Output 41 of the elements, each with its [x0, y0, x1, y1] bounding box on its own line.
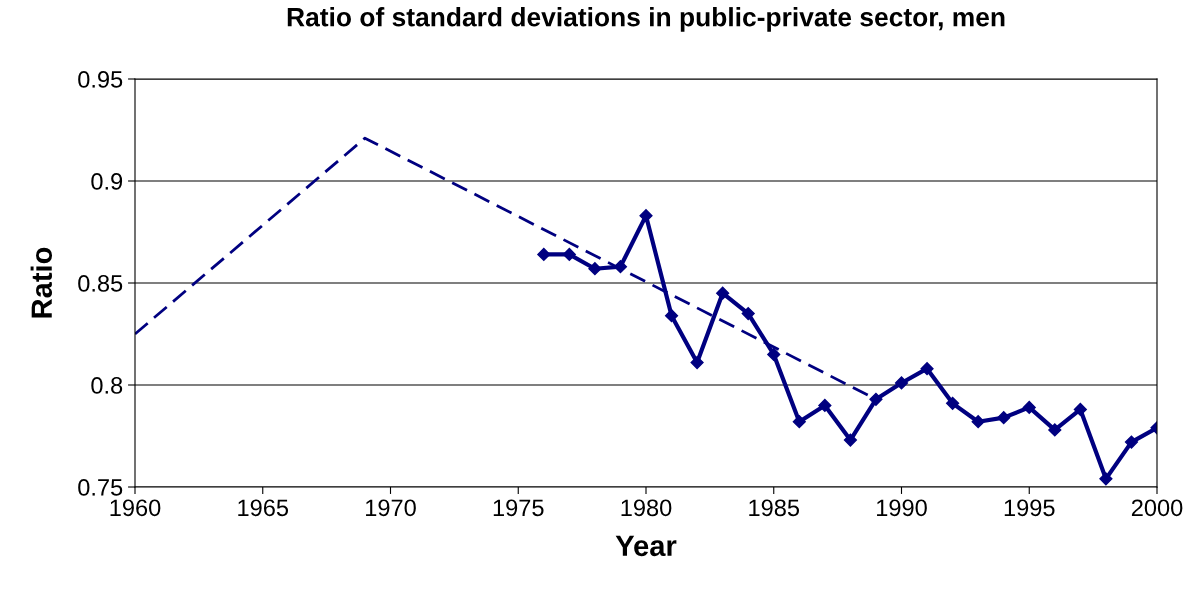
x-axis-title: Year — [615, 535, 677, 557]
point — [894, 376, 909, 390]
point — [843, 433, 857, 447]
x-tick-label: 1990 — [877, 499, 927, 517]
point — [767, 347, 781, 361]
x-tick-label: 1960 — [110, 499, 161, 517]
point — [1099, 472, 1113, 486]
point — [613, 260, 628, 274]
y-tick-label: 0.85 — [78, 275, 123, 292]
point — [562, 247, 576, 262]
x-tick-label: 1985 — [749, 499, 800, 517]
point — [1124, 435, 1139, 449]
x-tick-label: 1980 — [621, 499, 672, 517]
point — [741, 307, 755, 321]
point — [588, 262, 602, 276]
point — [920, 362, 934, 376]
x-tick-label: 2000 — [1131, 499, 1183, 517]
point — [664, 309, 679, 323]
point — [1048, 423, 1062, 437]
point — [639, 209, 653, 223]
y-tick-label: 0.75 — [78, 479, 123, 496]
point — [997, 411, 1011, 425]
point — [716, 286, 730, 300]
y-tick-label: 0.95 — [78, 71, 123, 88]
point — [1022, 400, 1036, 415]
point — [537, 247, 551, 262]
x-tick-label: 1975 — [493, 499, 544, 517]
point — [869, 392, 883, 406]
x-tick-label: 1970 — [366, 499, 416, 517]
point — [1073, 402, 1087, 417]
point — [818, 398, 832, 412]
point — [690, 355, 704, 370]
chart-title: Ratio of standard deviations in public-private sector, men — [287, 7, 1005, 32]
x-tick-label: 1965 — [238, 499, 289, 517]
point — [792, 415, 806, 429]
y-tick-label: 0.8 — [91, 377, 123, 394]
y-tick-label: 0.9 — [91, 173, 123, 190]
point — [946, 396, 960, 410]
point — [971, 415, 985, 429]
y-axis-title: Ratio — [30, 247, 53, 318]
x-tick-label: 1995 — [1004, 499, 1055, 517]
